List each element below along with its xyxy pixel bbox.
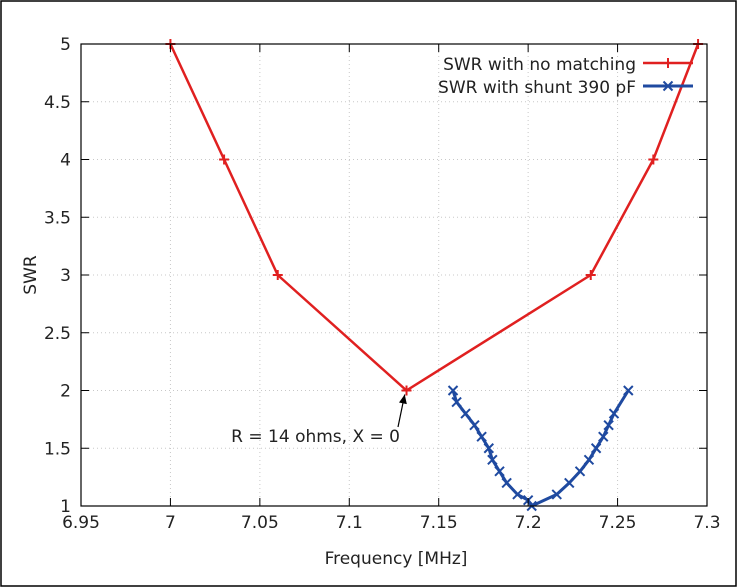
marker-stroke [483, 443, 495, 454]
y-tick-label: 1 [60, 497, 71, 517]
x-tick-label: 7.1 [336, 513, 363, 533]
data-point [648, 154, 659, 165]
y-tick-label: 2 [60, 382, 71, 402]
annotation-arrowhead [398, 394, 407, 405]
y-tick-label: 3 [60, 266, 71, 286]
legend-marker-no-matching [663, 58, 673, 68]
marker-stroke [574, 466, 586, 477]
y-axis-label: SWR [21, 255, 41, 295]
marker-stroke [623, 385, 634, 396]
marker-stroke [512, 489, 523, 500]
x-tick-label: 7.3 [693, 513, 720, 533]
annotation-label: R = 14 ohms, X = 0 [231, 427, 400, 447]
data-point [623, 385, 634, 396]
data-point [608, 408, 620, 419]
data-point [598, 431, 609, 442]
marker-stroke [603, 419, 614, 431]
data-point [494, 466, 505, 477]
marker-stroke [590, 443, 602, 454]
data-point [564, 477, 575, 489]
y-tick-label: 2.5 [44, 324, 71, 344]
y-tick-label: 3.5 [44, 208, 71, 228]
marker-stroke [487, 454, 498, 466]
x-tick-label: 7.05 [241, 513, 279, 533]
axis-ticks: 6.95 7 7.05 7.1 7.15 7.2 7.25 7.3 1 1.5 2 2.5 3 3.5 4 4… [44, 35, 721, 533]
x-tick-label: 7.25 [599, 513, 637, 533]
marker-stroke [460, 408, 471, 419]
legend-label-no-matching: SWR with no matching [443, 55, 636, 75]
data-point [551, 489, 562, 500]
annotation-layer: R = 14 ohms, X = 0 [231, 394, 407, 447]
marker-stroke [447, 385, 459, 396]
marker-stroke [476, 431, 487, 442]
grid-lines [81, 44, 707, 506]
marker-stroke [662, 80, 674, 92]
x-axis-label: Frequency [MHz] [325, 549, 468, 569]
data-point [574, 466, 586, 477]
data-point [512, 489, 523, 500]
y-tick-label: 4 [60, 151, 71, 171]
marker-stroke [598, 431, 609, 442]
data-point [401, 385, 412, 396]
data-point [483, 443, 495, 454]
data-point [469, 419, 480, 431]
x-tick-label: 7 [165, 513, 176, 533]
data-point [583, 454, 595, 466]
data-point [460, 408, 471, 419]
data-point [447, 385, 459, 396]
marker-stroke [551, 489, 562, 500]
legend: SWR with no matching SWR with shunt 390 … [438, 55, 693, 98]
data-point [272, 270, 283, 280]
x-tick-label: 7.15 [420, 513, 458, 533]
marker-stroke [583, 454, 595, 466]
marker-stroke [451, 396, 462, 408]
marker-stroke [564, 477, 575, 489]
y-tick-label: 4.5 [44, 93, 71, 113]
data-point [451, 396, 462, 408]
marker-stroke [501, 477, 512, 489]
marker-stroke [494, 466, 505, 477]
data-point [590, 443, 602, 454]
marker-stroke [469, 419, 480, 431]
data-point [603, 419, 614, 431]
data-point [476, 431, 487, 442]
marker-stroke [608, 408, 620, 419]
y-tick-label: 1.5 [44, 439, 71, 459]
y-tick-label: 5 [60, 35, 71, 55]
x-tick-label: 7.2 [515, 513, 542, 533]
data-point [501, 477, 512, 489]
x-tick-label: 6.95 [62, 513, 100, 533]
legend-label-shunt-390pf: SWR with shunt 390 pF [438, 78, 636, 98]
data-point [487, 454, 498, 466]
legend-marker-shunt-390pf [662, 80, 674, 92]
data-point [219, 154, 230, 165]
data-point [585, 270, 596, 280]
